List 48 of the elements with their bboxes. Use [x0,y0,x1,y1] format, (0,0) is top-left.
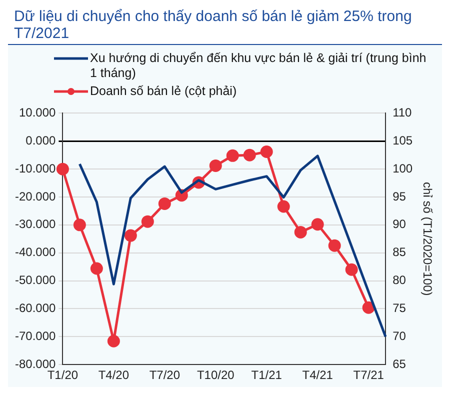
point [260,146,273,158]
x-tick-label: T7/20 [149,368,180,382]
y2-tick-label: 65 [392,356,406,371]
point [277,200,290,213]
y2-tick-label: 70 [392,328,406,343]
y2-axis-title: chỉ số (T1/2020=100) [420,182,434,296]
legend-label: Xu hướng di chuyển đến khu vực bán lẻ & giải trí (trung bình 1 tháng) [90,51,428,81]
point [124,229,137,242]
y-tick-label: -10.000 [14,161,56,176]
x-tick-label: T4/21 [302,368,334,382]
x-tick-label: T10/20 [196,368,235,382]
y-tick-label: -50.000 [14,273,56,288]
y2-tick-label: 105 [392,133,413,148]
point [90,262,103,275]
point [73,218,86,232]
point [243,148,256,162]
x-tick-label: T7/21 [353,368,384,382]
x-tick-label: T1/21 [251,368,282,382]
legend-label: Doanh số bán lẻ (cột phải) [90,84,237,99]
chart-title: Dữ liệu di chuyển cho thấy doanh số bán lẻ giảm 25% trong T7/2021 [8,8,442,45]
y2-tick-label: 75 [392,301,406,316]
point [141,215,154,228]
y2-tick-label: 85 [392,245,406,260]
y-tick-label: 0.000 [26,133,56,148]
point [209,159,222,172]
point [328,239,341,252]
point [56,162,69,176]
y-tick-label: 10.000 [18,106,56,120]
y-tick-label: -30.000 [14,217,56,232]
y-tick-label: -60.000 [14,301,56,316]
point [158,197,171,210]
point [362,301,375,314]
x-tick-label: T1/20 [47,368,78,382]
point [107,334,120,348]
y2-tick-label: 80 [392,273,406,288]
point [294,226,307,238]
point [311,218,324,231]
point [345,263,358,276]
y2-tick-label: 95 [392,189,406,204]
y-tick-label: -20.000 [14,189,56,204]
y2-tick-label: 90 [392,217,406,232]
y2-tick-label: 100 [392,161,413,176]
point [226,149,239,162]
x-tick-label: T4/20 [98,368,130,382]
y-tick-label: -40.000 [14,245,56,260]
y2-tick-label: 110 [392,106,412,120]
y-tick-label: -80.000 [14,356,56,371]
y-tick-label: -70.000 [14,328,56,343]
